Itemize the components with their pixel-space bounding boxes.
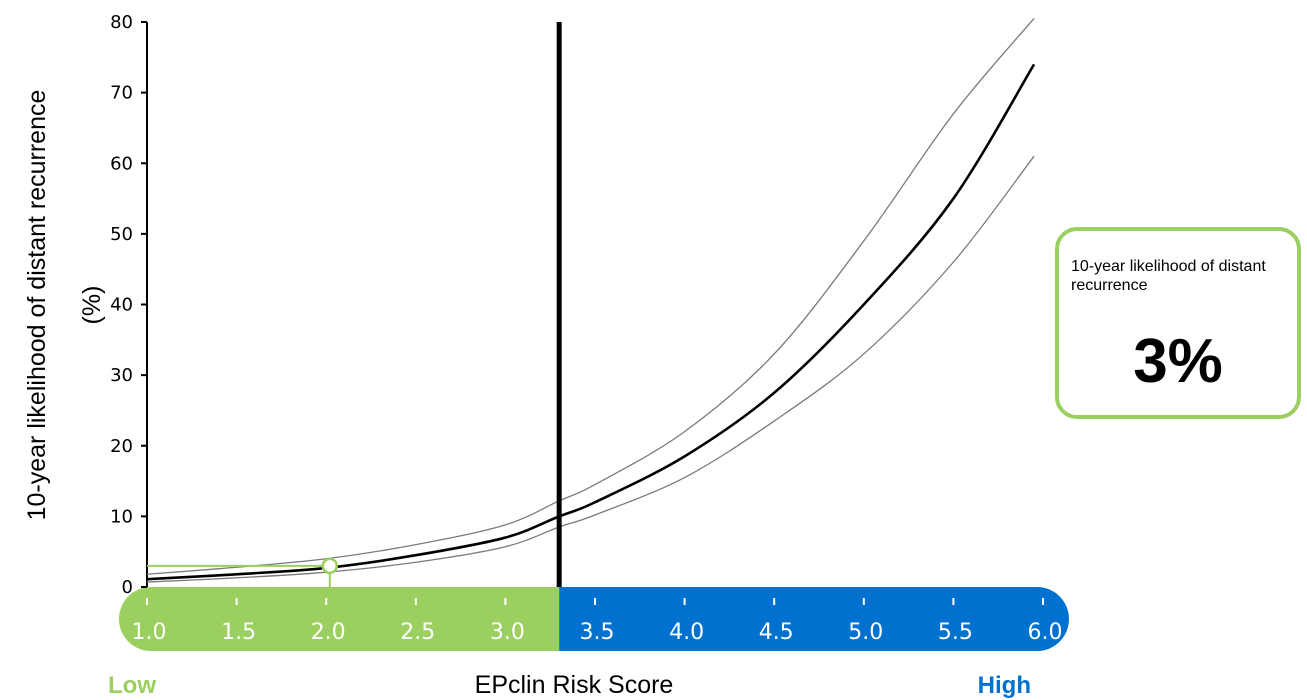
x-tick-label: 3.0 xyxy=(490,620,525,645)
y-tick-label: 10 xyxy=(110,506,133,527)
marker-point xyxy=(321,557,339,575)
y-tick-label: 70 xyxy=(110,83,133,104)
result-value: 3% xyxy=(1133,327,1223,396)
result-label: 10-year likelihood of distant recurrence xyxy=(1071,258,1266,294)
curve-lower-ci xyxy=(146,155,1035,583)
curves xyxy=(146,18,1036,587)
x-tick-label: 2.5 xyxy=(400,620,435,645)
x-axis-title: EPclin Risk Score xyxy=(475,671,674,699)
x-tick-label: 5.5 xyxy=(938,620,973,645)
low-risk-band xyxy=(119,587,560,651)
x-tick-label: 3.5 xyxy=(580,620,615,645)
x-tick-label: 5.0 xyxy=(848,620,883,645)
y-tick-label: 60 xyxy=(110,153,133,174)
risk-score-band xyxy=(119,587,1069,651)
high-risk-label: High xyxy=(978,672,1031,699)
y-axis-title-line2: (%) xyxy=(78,286,106,325)
y-tick-label: 30 xyxy=(110,365,133,386)
y-tick-label: 0 xyxy=(122,577,133,598)
y-tick-label: 50 xyxy=(110,224,133,245)
x-tick-label: 4.0 xyxy=(669,620,704,645)
curve-estimate xyxy=(146,63,1036,581)
x-tick-label: 1.0 xyxy=(132,620,167,645)
x-axis: 1.0 1.5 2.0 2.5 3.0 3.5 4.0 4.5 5.0 5.5 6.0 xyxy=(132,598,1063,645)
y-tick-label: 80 xyxy=(110,12,133,33)
y-axis-title-line1: 10-year likelihood of distant recurrence xyxy=(23,90,51,521)
low-risk-label: Low xyxy=(108,672,156,699)
patient-marker xyxy=(147,557,339,587)
x-tick-label: 2.0 xyxy=(311,620,346,645)
y-tick-label: 20 xyxy=(110,436,133,457)
curve-upper-ci xyxy=(146,18,1035,575)
x-tick-label: 6.0 xyxy=(1028,620,1063,645)
x-tick-label: 4.5 xyxy=(759,620,794,645)
y-tick-label: 40 xyxy=(110,295,133,316)
x-tick-label: 1.5 xyxy=(221,620,256,645)
result-box: 10-year likelihood of distant recurrence… xyxy=(1055,227,1301,419)
high-risk-band xyxy=(559,587,1069,651)
y-axis: 0 10 20 30 40 50 60 70 80 xyxy=(110,12,148,598)
